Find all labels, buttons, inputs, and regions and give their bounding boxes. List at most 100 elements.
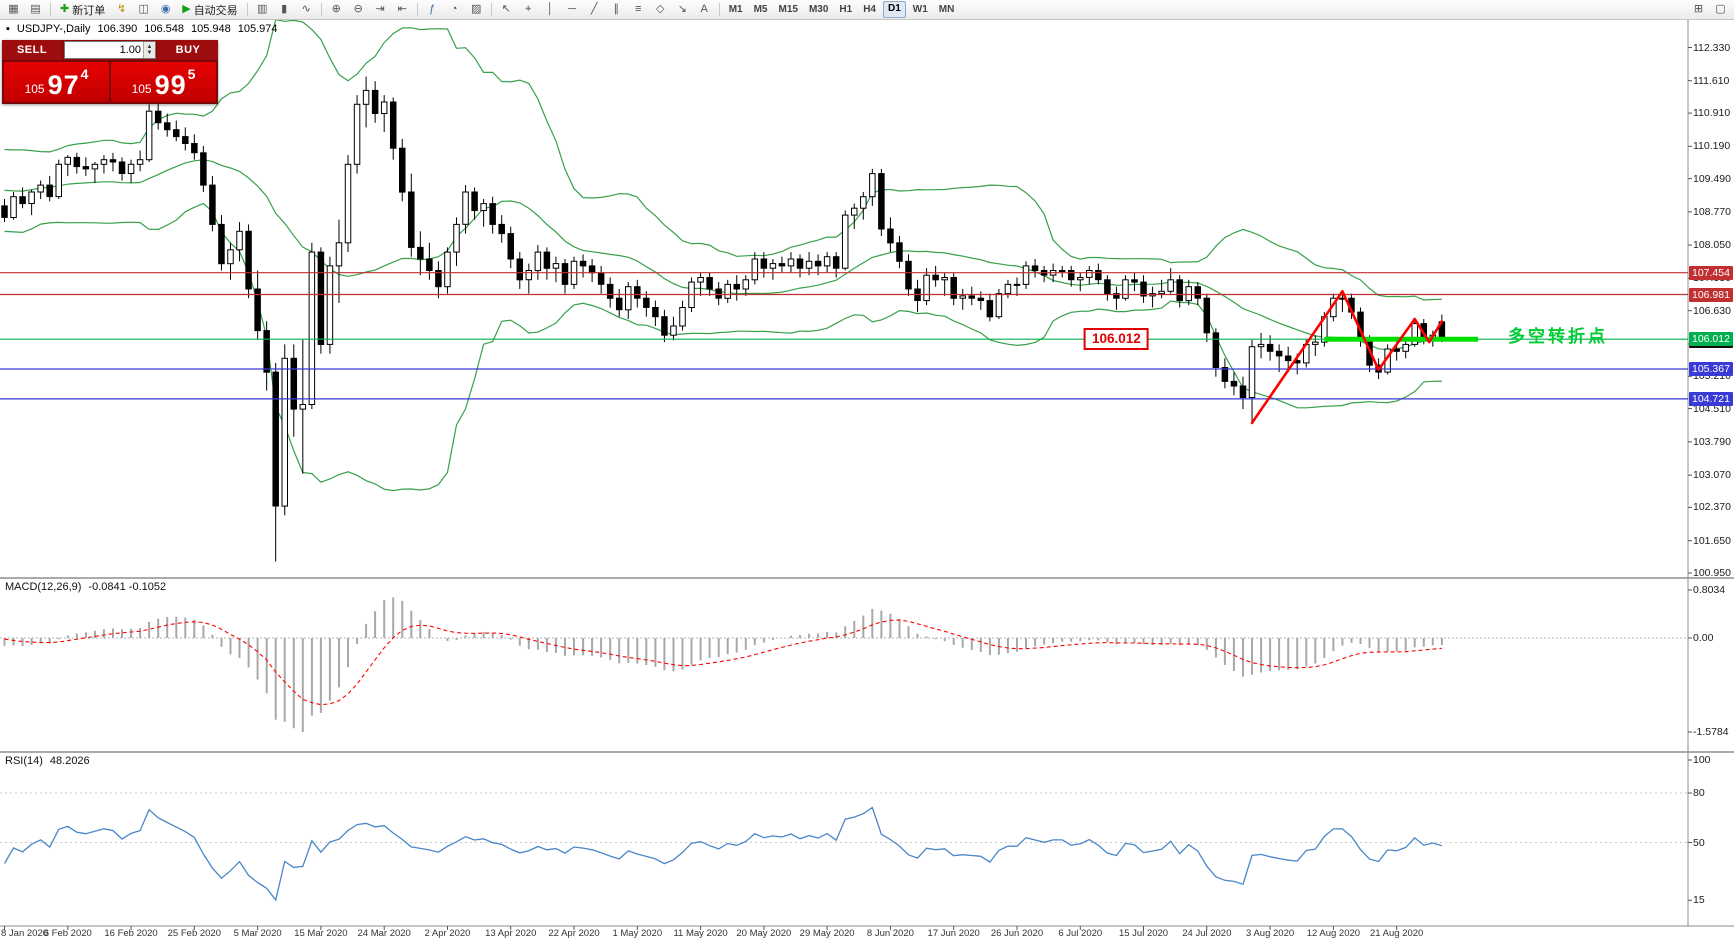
volume-up-arrow[interactable]: ▲ bbox=[146, 44, 153, 50]
time-axis-label: 1 May 2020 bbox=[612, 928, 663, 939]
price-level-axis-label: 106.981 bbox=[1689, 287, 1733, 302]
fibonacci-icon[interactable]: ≡ bbox=[628, 2, 649, 18]
chart-shift-icon: ⇤ bbox=[397, 3, 407, 15]
horizontal-line-icon[interactable]: ─ bbox=[562, 2, 583, 18]
window-tile-icon[interactable]: ⊞ bbox=[1688, 2, 1709, 18]
time-axis[interactable]: 8 Jan 2020 6 Feb 2020 16 Feb 2020 25 Feb 20… bbox=[0, 928, 1688, 942]
auto-scroll-icon[interactable]: ⇥ bbox=[370, 2, 391, 18]
auto-trading-button[interactable]: ▶ 自动交易 bbox=[177, 2, 242, 18]
ask-big-digits: 99 bbox=[154, 70, 187, 100]
ohlc-high: 106.548 bbox=[144, 23, 184, 35]
time-axis-label: 16 Feb 2020 bbox=[104, 928, 158, 939]
axis-label: 103.070 bbox=[1693, 469, 1731, 482]
chart-shift-icon[interactable]: ⇤ bbox=[392, 2, 413, 18]
axis-label: 50 bbox=[1693, 836, 1705, 849]
axis-label: 111.610 bbox=[1693, 74, 1730, 87]
market-depth-icon[interactable]: ◉ bbox=[155, 2, 176, 18]
axis-label: 109.490 bbox=[1693, 172, 1731, 185]
line-chart-icon[interactable]: ∿ bbox=[296, 2, 317, 18]
indicators-icon[interactable]: ƒ bbox=[422, 2, 443, 18]
price-axis[interactable]: 112.330 111.610 110.910 110.190 109.490 108.7… bbox=[1689, 0, 1734, 942]
periods-icon[interactable]: ◔ bbox=[444, 2, 465, 18]
bar-chart-icon: ▥ bbox=[256, 3, 268, 15]
arrows-icon[interactable]: ↘ bbox=[672, 2, 693, 18]
volume-down-arrow[interactable]: ▼ bbox=[146, 50, 153, 56]
axis-label: 80 bbox=[1693, 787, 1705, 799]
price-level-axis-label: 104.721 bbox=[1689, 391, 1733, 406]
timeframe-w1-button[interactable]: W1 bbox=[912, 4, 928, 15]
chart-ohlc-header: ▪ USDJPY-,Daily 106.390 106.548 105.948 … bbox=[6, 23, 278, 35]
expert-advisor-icon[interactable]: ↯ bbox=[111, 2, 132, 18]
play-icon: ▶ bbox=[182, 3, 191, 15]
new-chart-icon[interactable]: ▦ bbox=[3, 2, 24, 18]
rsi-header: RSI(14) 48.2026 bbox=[5, 755, 90, 767]
channel-icon[interactable]: ∥ bbox=[606, 2, 627, 18]
zoom-in-icon[interactable]: ⊕ bbox=[326, 2, 347, 18]
axis-label: 0.8034 bbox=[1693, 584, 1726, 596]
time-axis-label: 20 May 2020 bbox=[736, 928, 792, 939]
bar-chart-icon[interactable]: ▥ bbox=[252, 2, 273, 18]
templates-icon[interactable]: ▨ bbox=[466, 2, 487, 18]
timeframe-m15-button[interactable]: M15 bbox=[778, 4, 798, 15]
axis-label: 100.950 bbox=[1693, 567, 1731, 579]
zoom-out-icon[interactable]: ⊖ bbox=[348, 2, 369, 18]
new-order-button[interactable]: ✚ 新订单 bbox=[55, 2, 110, 18]
window-tile-icon: ⊞ bbox=[1693, 3, 1704, 15]
chart-symbol-period: USDJPY-,Daily bbox=[16, 23, 91, 35]
timeframe-m1-button[interactable]: M1 bbox=[728, 4, 743, 15]
bid-pip-digit: 4 bbox=[80, 66, 89, 82]
time-axis-label: 13 Apr 2020 bbox=[485, 928, 537, 939]
cursor-icon[interactable]: ↖ bbox=[496, 2, 517, 18]
cn-annotation-text[interactable]: 多空转折点 bbox=[1508, 327, 1608, 346]
chart-profiles-icon[interactable]: ▤ bbox=[25, 2, 46, 18]
toolbar-separator bbox=[490, 3, 492, 16]
timeframe-h1-button[interactable]: H1 bbox=[839, 4, 853, 15]
ask-pip-digit: 5 bbox=[187, 66, 196, 82]
volume-spinner[interactable]: 1.00 ▲ ▼ bbox=[64, 41, 156, 59]
window-cascade-icon[interactable]: ▢ bbox=[1710, 2, 1731, 18]
sell-button[interactable]: SELL bbox=[2, 40, 62, 60]
ask-price-button[interactable]: 105 99 5 bbox=[111, 62, 216, 102]
candlestick-chart-icon[interactable]: ▮ bbox=[274, 2, 295, 18]
time-axis-label: 26 Jun 2020 bbox=[990, 928, 1044, 939]
axis-label: 110.910 bbox=[1693, 107, 1731, 120]
axis-label: 102.370 bbox=[1693, 501, 1731, 514]
toolbar-separator bbox=[416, 3, 418, 16]
timeframe-d1-button[interactable]: D1 bbox=[883, 1, 906, 18]
time-axis-label: 24 Jul 2020 bbox=[1182, 928, 1232, 939]
trendline-icon[interactable]: ╱ bbox=[584, 2, 605, 18]
time-axis-label: 8 Jan 2020 bbox=[1, 928, 49, 939]
bid-price-button[interactable]: 105 97 4 bbox=[4, 62, 109, 102]
candlestick-chart-icon: ▮ bbox=[281, 3, 288, 15]
price-level-axis-label: 105.367 bbox=[1689, 362, 1733, 377]
macd-series bbox=[0, 597, 1688, 732]
timeframe-m30-button[interactable]: M30 bbox=[808, 4, 829, 15]
shapes-icon[interactable]: ◇ bbox=[650, 2, 671, 18]
auto-trading-button-label: 自动交易 bbox=[193, 4, 238, 17]
timeframe-m5-button[interactable]: M5 bbox=[753, 4, 768, 15]
buy-button[interactable]: BUY bbox=[158, 40, 218, 60]
chart-window-icon[interactable]: ◫ bbox=[133, 2, 154, 18]
fibonacci-icon: ≡ bbox=[634, 3, 642, 15]
timeframe-mn-button[interactable]: MN bbox=[938, 4, 955, 15]
toolbar: ▦ ▤ ✚ 新订单 ↯ ◫ ◉ ▶ 自动交易 ▥ ▮ ∿ ⊕ ⊖ ⇥ ⇤ ƒ ◔ ▨ ↖ ⌖ │ ─ ╱ ∥ ≡ ◇ ↘ A M1 M5 M1… bbox=[0, 0, 1734, 20]
text-icon[interactable]: A bbox=[694, 2, 715, 18]
vertical-line-icon: │ bbox=[546, 3, 554, 15]
vertical-line-icon[interactable]: │ bbox=[540, 2, 561, 18]
time-axis-label: 8 Jun 2020 bbox=[866, 928, 914, 939]
axis-label: 108.050 bbox=[1693, 239, 1731, 252]
macd-header: MACD(12,26,9) -0.0841 -0.1052 bbox=[5, 581, 166, 593]
panel-separators bbox=[0, 19, 1734, 927]
price-level-annotation[interactable]: 106.012 bbox=[1084, 328, 1149, 351]
axis-label: 106.630 bbox=[1693, 304, 1731, 317]
one-click-trading-panel: SELL 1.00 ▲ ▼ BUY 105 97 4 105 99 5 bbox=[2, 40, 218, 104]
volume-value[interactable]: 1.00 bbox=[119, 44, 141, 56]
axis-label: 0.00 bbox=[1693, 632, 1714, 644]
horizontal-line-icon: ─ bbox=[568, 3, 577, 15]
zoom-out-icon: ⊖ bbox=[353, 3, 363, 15]
time-axis-label: 24 Mar 2020 bbox=[357, 928, 411, 939]
crosshair-icon[interactable]: ⌖ bbox=[518, 2, 539, 18]
timeframe-h4-button[interactable]: H4 bbox=[863, 4, 876, 15]
